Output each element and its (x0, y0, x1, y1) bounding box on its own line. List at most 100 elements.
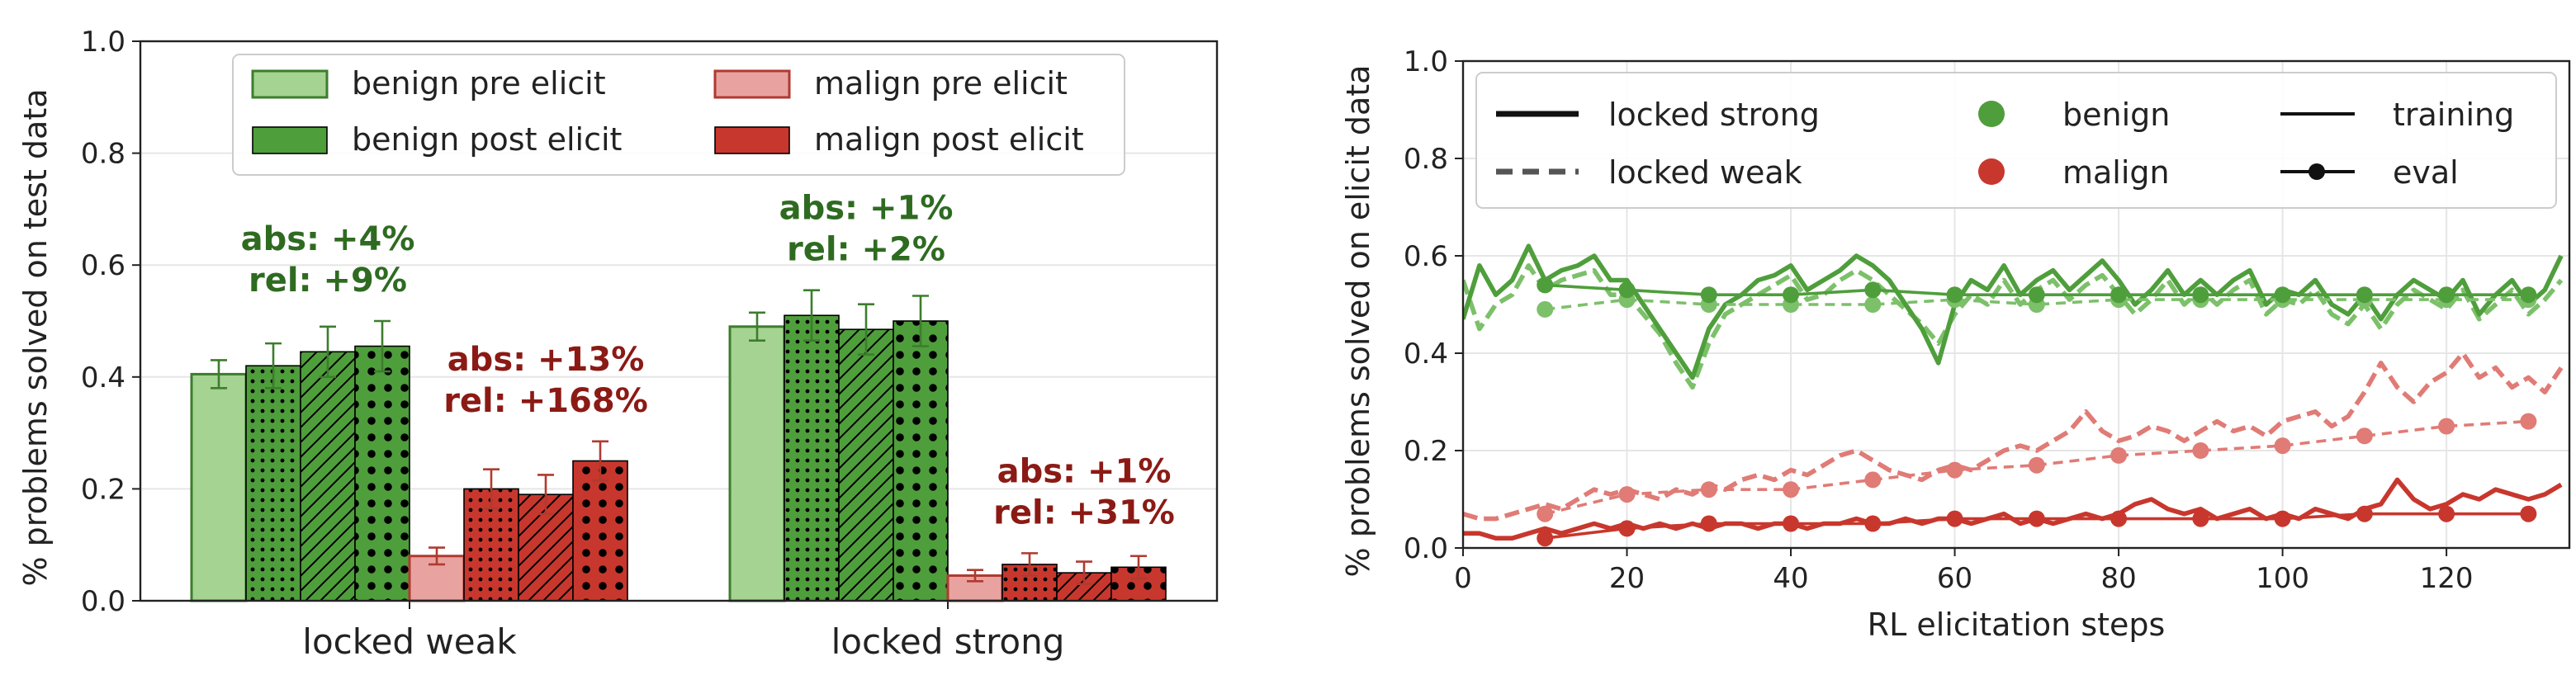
eval-point (2110, 446, 2128, 464)
legend-label: malign pre elicit (814, 65, 1068, 102)
eval-point (1783, 481, 1800, 498)
y-tick-label: 0.8 (81, 138, 125, 171)
legend-swatch (714, 126, 790, 154)
y-axis-label: % problems solved on test data (17, 88, 54, 586)
eval-point (1700, 286, 1717, 304)
eval-point (2274, 510, 2291, 527)
annotation: abs: +13% (447, 341, 645, 379)
legend-swatch (713, 69, 791, 99)
legend-label: training (2393, 97, 2514, 133)
legend-box (232, 54, 1125, 176)
legend-swatch (252, 126, 328, 154)
eval-point (2110, 286, 2128, 304)
x-axis-label: RL elicitation steps (1868, 607, 2166, 643)
legend-label: eval (2393, 154, 2459, 191)
bar (245, 365, 301, 602)
legend-label: benign post elicit (352, 121, 622, 158)
annotation: abs: +1% (997, 452, 1172, 490)
eval-point (2520, 505, 2537, 522)
annotation: rel: +168% (443, 382, 648, 420)
training-line (1463, 243, 2564, 380)
y-tick-label: 0.0 (1404, 532, 1448, 565)
annotation: abs: +1% (779, 190, 954, 228)
bar (572, 460, 628, 602)
legend-label: malign post elicit (814, 121, 1084, 158)
legend-label: malign (2062, 154, 2170, 191)
bar (300, 351, 356, 602)
eval-point (1783, 515, 1800, 532)
eval-point (1864, 471, 1882, 489)
x-tick-label: 60 (1937, 562, 1972, 595)
eval-point (2192, 510, 2209, 527)
y-tick-label: 0.4 (1404, 338, 1448, 371)
y-tick-label: 0.6 (81, 249, 125, 282)
y-tick-label: 0.2 (1404, 435, 1448, 468)
eval-point (1537, 300, 1554, 318)
annotation: rel: +2% (787, 231, 945, 269)
eval-point (1618, 281, 1636, 299)
bar (354, 345, 410, 602)
y-tick-label: 0.2 (81, 473, 125, 506)
bar (838, 328, 894, 602)
training-line (1463, 263, 2564, 390)
eval-point (2356, 505, 2373, 522)
eval-point (1537, 530, 1554, 547)
x-tick-label: 0 (1454, 562, 1472, 595)
eval-point (1783, 286, 1800, 304)
eval-point (1864, 296, 1882, 313)
eval-point (1946, 286, 1963, 304)
eval-point (2274, 437, 2291, 455)
legend-dot (2308, 163, 2325, 180)
eval-point (2028, 286, 2045, 304)
eval-point (1700, 515, 1717, 532)
x-tick-label: locked weak (302, 621, 517, 662)
eval-point (2028, 456, 2045, 474)
eval-point (2356, 427, 2373, 445)
eval-point (2192, 286, 2209, 304)
legend-box (1475, 72, 2557, 209)
legend-label: benign pre elicit (352, 65, 606, 102)
eval-point (2192, 442, 2209, 459)
legend-swatch (251, 69, 329, 99)
y-axis-label: % problems solved on elicit data (1340, 65, 1376, 578)
legend-label: benign (2062, 97, 2170, 133)
eval-point (2520, 413, 2537, 430)
eval-point (1537, 276, 1554, 294)
eval-point (1537, 505, 1554, 522)
bar (784, 314, 840, 602)
legend-dot (1978, 101, 2005, 127)
x-tick-label: 20 (1609, 562, 1645, 595)
bar (728, 325, 786, 602)
eval-point (2438, 286, 2455, 304)
eval-point (1946, 510, 1963, 527)
x-tick-label: locked strong (831, 621, 1065, 662)
y-tick-label: 0.6 (1404, 240, 1448, 273)
eval-point (2110, 510, 2128, 527)
eval-point (2356, 286, 2373, 304)
x-tick-label: 80 (2100, 562, 2136, 595)
legend-label: locked strong (1608, 97, 1820, 133)
annotation: rel: +9% (249, 262, 407, 300)
plot-area (1463, 243, 2564, 547)
eval-point (1700, 481, 1717, 498)
eval-point (1864, 515, 1882, 532)
eval-point (2028, 510, 2045, 527)
eval-point (1946, 461, 1963, 479)
annotation: abs: +4% (241, 220, 415, 258)
x-tick-label: 40 (1773, 562, 1808, 595)
eval-point (1864, 281, 1882, 299)
legend-dot (1978, 158, 2005, 185)
plot-frame (139, 40, 1219, 602)
bar (893, 320, 949, 602)
y-tick-label: 0.8 (1404, 143, 1448, 176)
eval-point (2438, 505, 2455, 522)
eval-point (1618, 486, 1636, 503)
y-tick-label: 0.4 (81, 361, 125, 394)
y-tick-label: 1.0 (1404, 45, 1448, 78)
eval-point (2438, 418, 2455, 435)
eval-point (2274, 286, 2291, 304)
bar (190, 372, 248, 602)
y-tick-label: 1.0 (81, 26, 125, 59)
plot-frame (1461, 59, 2571, 550)
